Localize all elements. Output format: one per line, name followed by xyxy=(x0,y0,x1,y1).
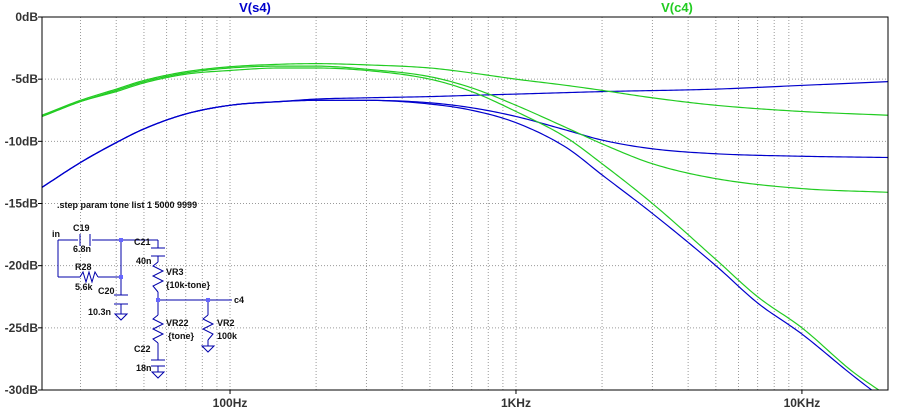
y-tick-label: -10dB xyxy=(5,134,39,148)
y-tick-label: 0dB xyxy=(15,10,38,24)
c21-value: 40n xyxy=(136,256,152,266)
schematic xyxy=(57,234,232,379)
y-tick-label: -15dB xyxy=(5,197,39,211)
vr3-name: VR3 xyxy=(166,267,184,277)
trace-vc4-step-5000[interactable] xyxy=(42,65,888,193)
traces xyxy=(42,63,888,396)
plot-frame xyxy=(41,16,889,391)
trace-vc4-step-9999[interactable] xyxy=(42,63,888,116)
trace-vc4-step-1[interactable] xyxy=(42,67,888,396)
legend-v-s4[interactable]: V(s4) xyxy=(239,0,271,15)
r28-name: R28 xyxy=(75,262,92,272)
vr22-value: {tone} xyxy=(168,331,195,341)
x-tick-label: 100Hz xyxy=(213,396,248,410)
y-tick-label: -25dB xyxy=(5,321,39,335)
y-tick-label: -5dB xyxy=(11,72,38,86)
y-tick-labels: 0dB -5dB -10dB -15dB -20dB -25dB -30dB xyxy=(5,10,42,397)
x-tick-labels: 100Hz 1KHz 10KHz xyxy=(213,390,821,410)
c19-value: 6.8n xyxy=(73,244,91,254)
node-c4-label: c4 xyxy=(234,295,244,305)
schematic-nodes xyxy=(119,238,210,302)
y-tick-label: -20dB xyxy=(5,259,39,273)
c19-name: C19 xyxy=(73,223,90,233)
c20-name: C20 xyxy=(98,286,115,296)
vr2-name: VR2 xyxy=(217,318,235,328)
node-in-label: in xyxy=(52,229,60,239)
step-param-directive[interactable]: .step param tone list 1 5000 9999 xyxy=(57,200,197,210)
c21-name: C21 xyxy=(134,237,151,247)
r28-value: 5.6k xyxy=(75,282,94,292)
vr22-name: VR22 xyxy=(166,318,189,328)
trace-vs4-step-9999[interactable] xyxy=(42,81,888,188)
y-tick-label: -30dB xyxy=(5,383,39,397)
vr3-value: {10k-tone} xyxy=(166,280,211,290)
vr2-value: 100k xyxy=(217,331,238,341)
c22-name: C22 xyxy=(134,344,151,354)
x-tick-label: 1KHz xyxy=(501,396,531,410)
legend-v-c4[interactable]: V(c4) xyxy=(661,0,693,15)
x-tick-label: 10KHz xyxy=(784,396,821,410)
c22-value: 18n xyxy=(136,363,152,373)
c20-value: 10.3n xyxy=(88,307,111,317)
